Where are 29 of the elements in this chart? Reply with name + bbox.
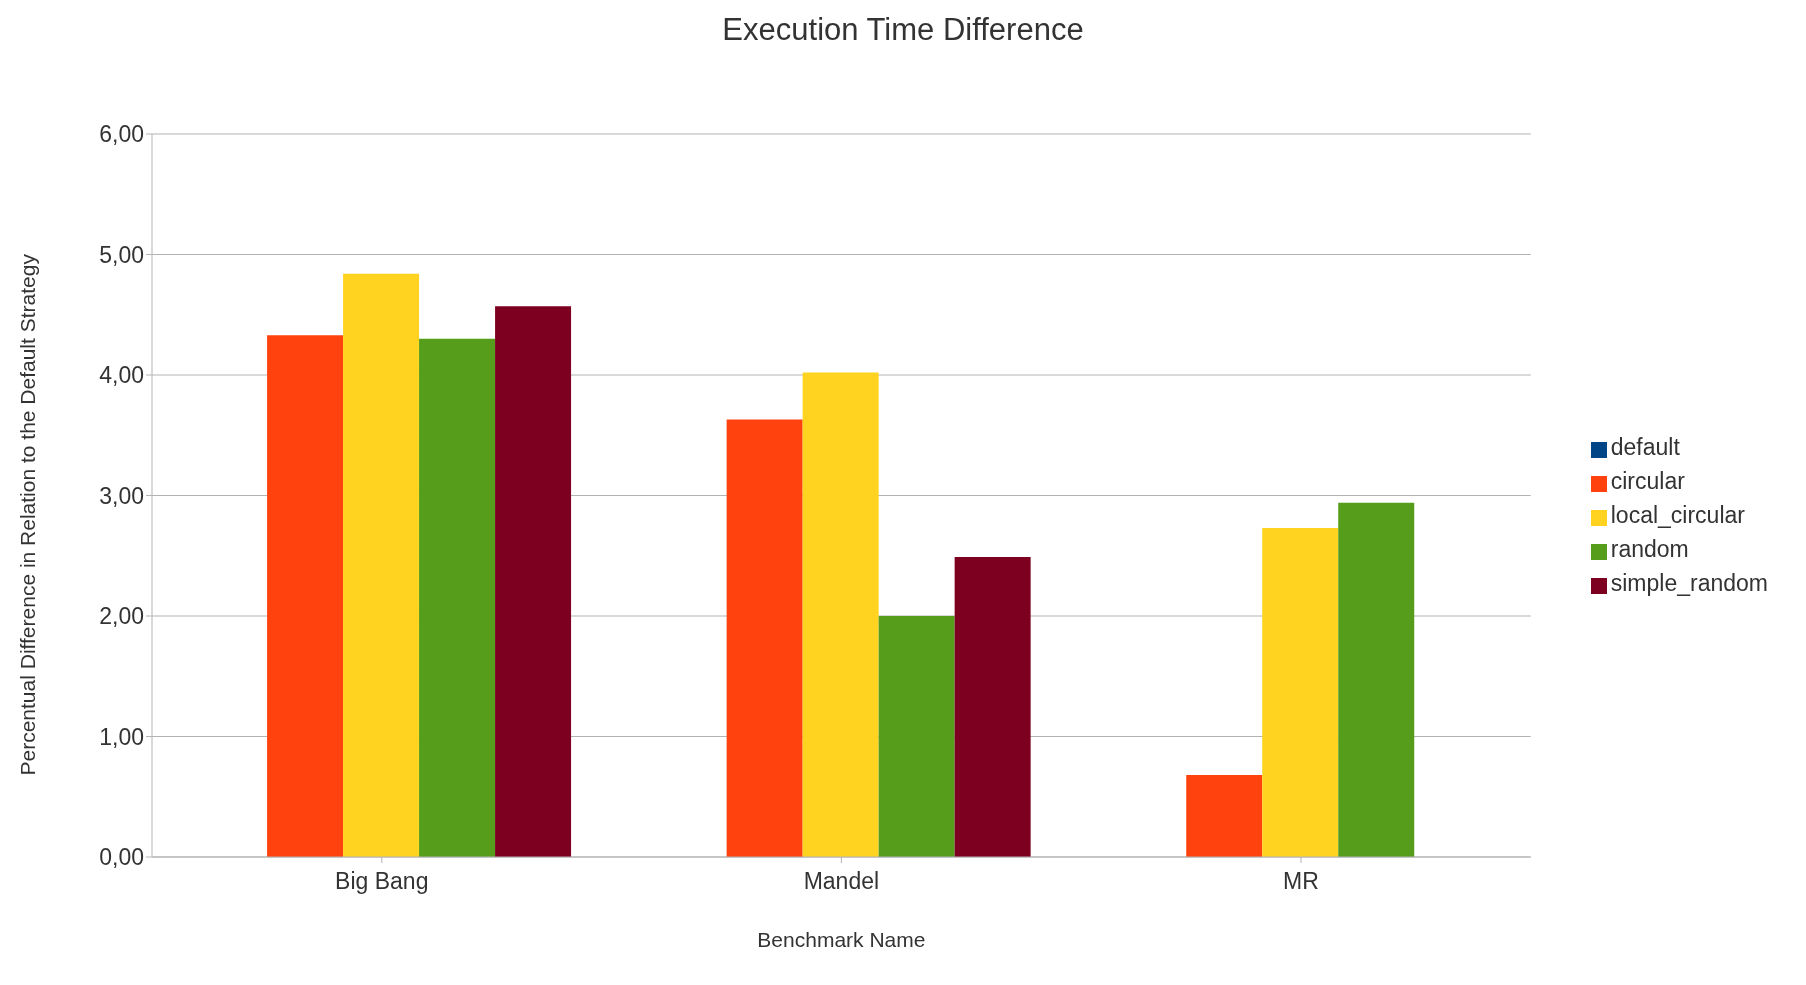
bar — [1338, 502, 1415, 857]
y-tick-label: 3,00 — [99, 482, 144, 509]
bar — [419, 338, 496, 857]
legend-label: circular — [1610, 467, 1685, 494]
bar — [343, 273, 420, 857]
bar — [878, 616, 955, 857]
y-axis-title: Percentual Difference in Relation to the Default Strategy — [16, 253, 40, 776]
bar — [954, 556, 1031, 857]
bar — [495, 306, 572, 857]
y-tick-label: 1,00 — [99, 723, 144, 750]
x-tick-label: Mandel — [803, 868, 880, 895]
legend-label: local_circular — [1610, 501, 1745, 528]
y-tick-label: 4,00 — [99, 362, 144, 389]
y-tick-label: 6,00 — [99, 121, 144, 148]
chart-title: Execution Time Difference — [721, 11, 1085, 49]
bar — [726, 419, 803, 857]
x-tick-label: MR — [1283, 868, 1319, 895]
legend-label: simple_random — [1610, 569, 1768, 596]
legend-label: default — [1610, 433, 1680, 460]
bar — [1262, 528, 1339, 857]
y-tick-label: 2,00 — [99, 603, 144, 630]
x-tick-label: Big Bang — [335, 868, 429, 895]
y-tick-label: 0,00 — [99, 844, 144, 871]
bar — [1186, 775, 1263, 857]
bar — [802, 372, 879, 857]
x-axis-title: Benchmark Name — [757, 928, 926, 951]
bar — [267, 335, 344, 857]
legend-label: random — [1610, 535, 1689, 562]
y-tick-label: 5,00 — [99, 241, 144, 268]
